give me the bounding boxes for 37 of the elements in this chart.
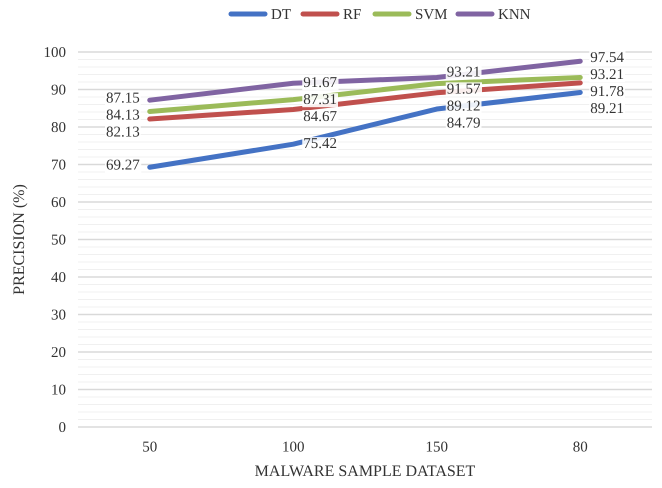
data-label: 84.79	[446, 115, 480, 132]
data-label: 87.31	[303, 92, 337, 108]
y-tick-label: 40	[51, 270, 66, 286]
legend-label: DT	[271, 7, 291, 23]
y-tick-label: 100	[44, 44, 66, 61]
x-axis-title: MALWARE SAMPLE DATASET	[254, 463, 476, 480]
y-tick-label: 80	[51, 120, 66, 136]
data-label: 91.67	[303, 75, 338, 92]
data-label: 87.15	[106, 90, 140, 107]
x-tick-label: 50	[142, 440, 158, 456]
legend-label: KNN	[498, 7, 531, 23]
y-tick-label: 0	[58, 420, 66, 436]
legend-label: RF	[343, 7, 362, 23]
data-label: 69.27	[106, 158, 140, 174]
data-label: 93.21	[446, 64, 480, 80]
data-label: 82.13	[106, 124, 140, 141]
y-tick-label: 70	[51, 157, 66, 174]
y-tick-label: 20	[51, 344, 66, 361]
data-label: 89.12	[446, 98, 480, 114]
y-tick-label: 60	[51, 194, 66, 211]
data-label: 97.54	[590, 50, 624, 66]
x-tick-label: 150	[426, 440, 448, 456]
data-label: 91.57	[446, 81, 481, 98]
x-tick-label: 100	[282, 440, 304, 456]
data-label: 84.13	[106, 108, 140, 124]
y-axis-title: PRECISION (%)	[11, 184, 28, 295]
legend-label: SVM	[415, 7, 448, 23]
y-tick-label: 90	[51, 82, 66, 98]
data-label: 75.42	[303, 136, 337, 152]
x-tick-label: 80	[572, 440, 588, 456]
data-label: 91.78	[590, 84, 624, 100]
data-label: 93.21	[590, 67, 624, 84]
y-tick-label: 30	[51, 307, 66, 324]
y-tick-label: 10	[51, 382, 66, 398]
y-tick-label: 50	[51, 232, 66, 248]
data-label: 84.67	[303, 109, 338, 126]
data-label: 89.21	[590, 101, 624, 118]
